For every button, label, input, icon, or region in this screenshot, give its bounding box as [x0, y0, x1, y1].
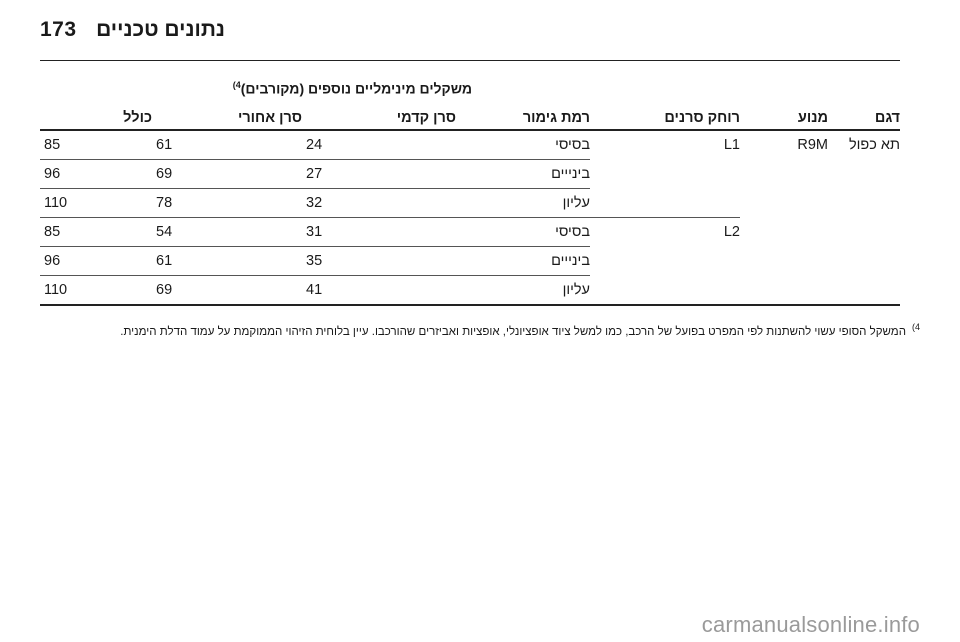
group-header: משקלים מינימליים נוספים (מקורבים)4) [233, 80, 472, 97]
watermark[interactable]: carmanualsonline.info [701, 612, 920, 637]
col-wheelbase: רוחק סרנים [590, 106, 740, 131]
group-header-text: משקלים מינימליים נוספים (מקורבים) [240, 80, 472, 97]
total-cell: 96 [40, 159, 152, 189]
col-front-axle: סרן קדמי [302, 106, 456, 131]
total-cell: 96 [40, 246, 152, 276]
footnote-ref: 4) [232, 80, 241, 90]
table-row: תא כפול R9M L1 בסיסי 24 61 85 [40, 130, 900, 160]
wheelbase-cell: L2 [723, 224, 740, 241]
table-row: עליון 41 69 110 [40, 275, 900, 306]
top-rule [40, 60, 900, 61]
front-axle-cell: 41 [302, 275, 456, 306]
col-model: דגם [828, 106, 900, 131]
rear-axle-cell: 61 [152, 246, 302, 276]
table-row: בינייים 27 69 96 [40, 159, 900, 189]
table-header-row: דגם מנוע רוחק סרנים רמת גימור סרן קדמי ס… [40, 106, 900, 131]
table-row: L2 בסיסי 31 54 85 [40, 217, 900, 247]
trim-cell: בינייים [456, 246, 590, 276]
table-row: עליון 32 78 110 [40, 188, 900, 218]
rear-axle-cell: 78 [152, 188, 302, 218]
front-axle-cell: 35 [302, 246, 456, 276]
rear-axle-cell: 69 [152, 275, 302, 306]
footnote-text: המשקל הסופי עשוי להשתנות לפי המפרט בפועל… [120, 326, 906, 338]
trim-cell: עליון [456, 188, 590, 218]
wheelbase-cell: L1 [723, 137, 740, 154]
table-row: בינייים 35 61 96 [40, 246, 900, 276]
col-trim: רמת גימור [456, 106, 590, 131]
trim-cell: בסיסי [456, 217, 590, 247]
total-cell: 110 [40, 188, 152, 218]
front-axle-cell: 27 [302, 159, 456, 189]
trim-cell: בינייים [456, 159, 590, 189]
col-engine: מנוע [740, 106, 828, 131]
col-total: כולל [40, 106, 152, 131]
weights-table: דגם מנוע רוחק סרנים רמת גימור סרן קדמי ס… [40, 106, 900, 306]
front-axle-cell: 24 [302, 130, 456, 160]
total-cell: 85 [40, 130, 152, 160]
front-axle-cell: 32 [302, 188, 456, 218]
front-axle-cell: 31 [302, 217, 456, 247]
trim-cell: בסיסי [456, 130, 590, 160]
total-cell: 85 [40, 217, 152, 247]
engine-cell: R9M [797, 137, 828, 154]
rear-axle-cell: 54 [152, 217, 302, 247]
rear-axle-cell: 61 [152, 130, 302, 160]
trim-cell: עליון [456, 275, 590, 306]
section-title: נתונים טכניים [96, 18, 225, 41]
model-cell: תא כפול [848, 137, 900, 154]
footnote-mark: (4 [911, 322, 920, 332]
col-rear-axle: סרן אחורי [152, 106, 302, 131]
total-cell: 110 [40, 275, 152, 306]
rear-axle-cell: 69 [152, 159, 302, 189]
page-number: 173 [40, 18, 77, 41]
